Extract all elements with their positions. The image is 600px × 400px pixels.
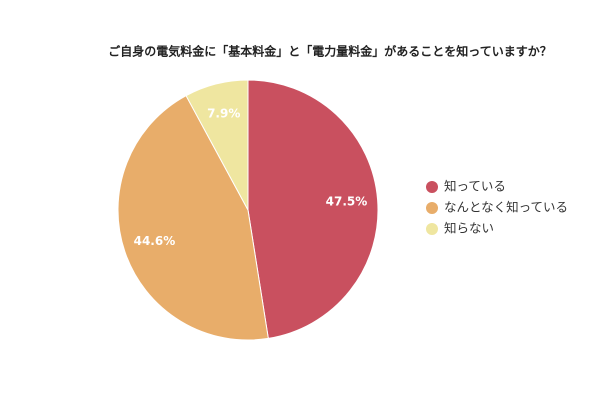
legend-swatch bbox=[426, 202, 438, 214]
chart-title: ご自身の電気料金に「基本料金」と「電力量料金」があることを知っていますか？ bbox=[108, 44, 551, 59]
legend-label: なんとなく知っている bbox=[444, 200, 568, 215]
data-label: 47.5% bbox=[326, 195, 368, 209]
legend-label: 知らない bbox=[444, 221, 494, 236]
pie-slice bbox=[247, 79, 379, 339]
legend-swatch bbox=[426, 181, 438, 193]
legend-label: 知っている bbox=[444, 179, 506, 194]
legend-swatch bbox=[426, 223, 438, 235]
pie-slice bbox=[185, 79, 249, 211]
data-label: 7.9% bbox=[207, 107, 240, 121]
pie-slice bbox=[117, 95, 269, 341]
data-label: 44.6% bbox=[134, 234, 176, 248]
